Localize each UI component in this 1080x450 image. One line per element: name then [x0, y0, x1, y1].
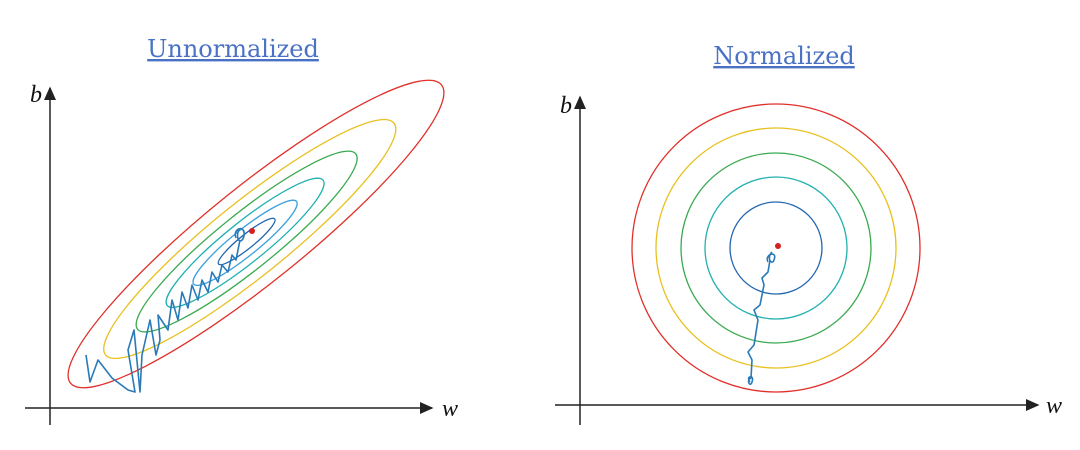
contour: [103, 118, 397, 360]
panel-title: Normalized: [713, 42, 855, 70]
contour: [704, 176, 848, 320]
minimum: [249, 228, 255, 234]
panel-unnormalized: Unnormalized b w: [25, 35, 458, 425]
contour: [135, 150, 358, 333]
contour: [631, 103, 921, 393]
contour: [217, 217, 276, 266]
contours: [631, 103, 921, 393]
contour: [680, 152, 872, 344]
panel-normalized: Normalized b w: [555, 42, 1062, 425]
x-axis-label: w: [1046, 393, 1062, 419]
panel-title: Unnormalized: [147, 35, 319, 63]
y-axis-label: b: [560, 93, 572, 119]
y-axis-label: b: [30, 82, 42, 108]
contour: [729, 201, 823, 295]
contours: [67, 79, 445, 389]
contour: [165, 177, 325, 308]
contour: [67, 79, 445, 389]
contour: [192, 199, 298, 287]
descent-path: [747, 251, 776, 385]
minimum: [775, 243, 781, 249]
contour: [655, 127, 897, 369]
descent-path: [85, 227, 245, 393]
x-axis-label: w: [442, 396, 458, 422]
